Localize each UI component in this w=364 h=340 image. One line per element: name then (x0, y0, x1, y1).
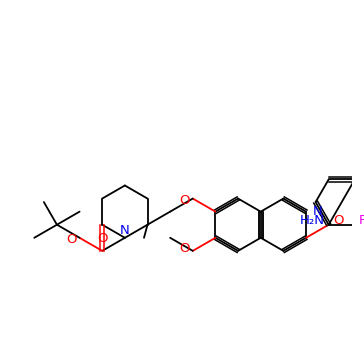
Text: O: O (97, 233, 107, 245)
Text: O: O (333, 214, 344, 227)
Text: F: F (359, 214, 364, 227)
Text: N: N (120, 223, 130, 237)
Text: N: N (313, 205, 323, 218)
Text: O: O (66, 233, 77, 246)
Text: H₂N: H₂N (300, 214, 325, 227)
Text: O: O (179, 242, 190, 255)
Text: O: O (179, 194, 190, 207)
